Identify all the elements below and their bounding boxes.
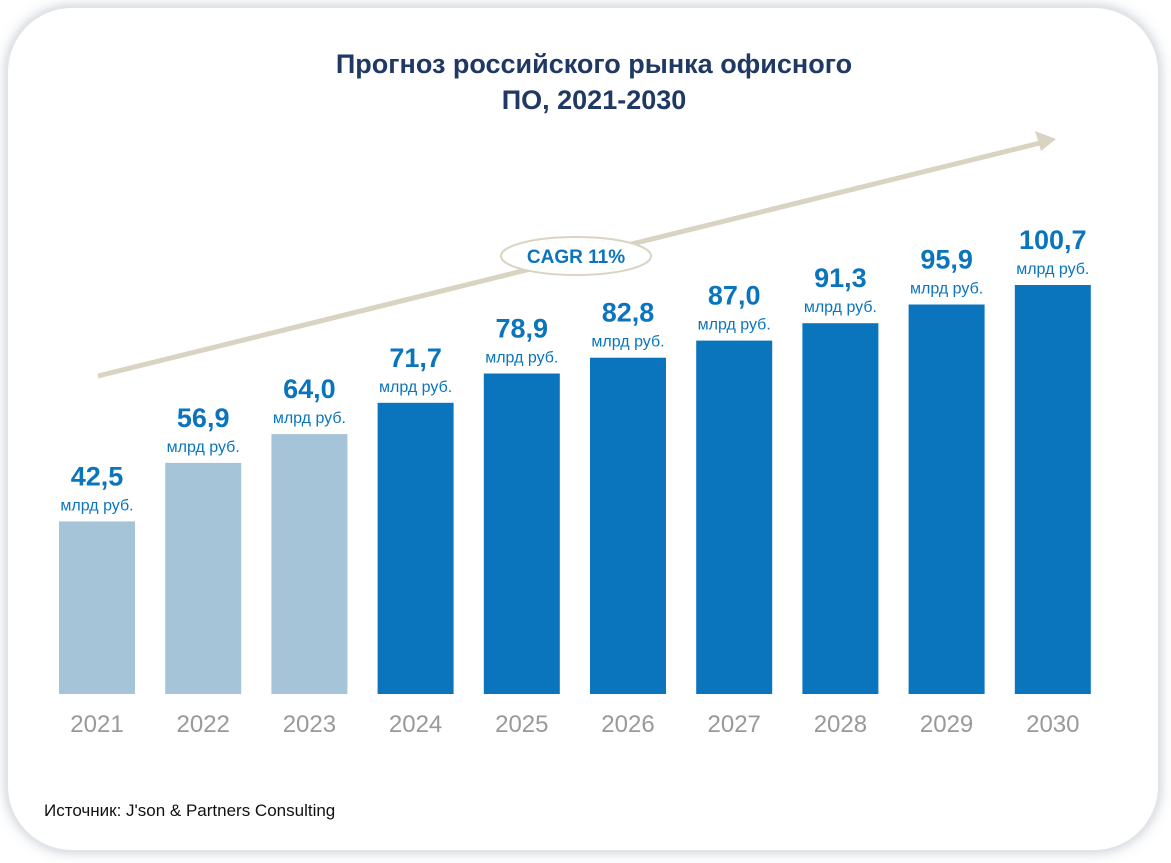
unit-label-2021: млрд руб. bbox=[60, 497, 133, 514]
value-label-2026: 82,8 bbox=[602, 298, 655, 328]
x-tick-2029: 2029 bbox=[920, 711, 973, 738]
unit-label-2022: млрд руб. bbox=[167, 439, 240, 456]
value-label-2024: 71,7 bbox=[389, 343, 442, 373]
x-tick-2025: 2025 bbox=[495, 711, 548, 738]
cagr-label: CAGR 11% bbox=[527, 247, 625, 268]
source-note: Источник: J'son & Partners Consulting bbox=[44, 801, 336, 820]
x-tick-2021: 2021 bbox=[70, 711, 123, 738]
bar-2025 bbox=[483, 373, 560, 694]
data-labels: 42,5 млрд руб. 56,9 млрд руб. 64,0 млрд руб. 7… bbox=[60, 225, 1089, 514]
bar-2022 bbox=[165, 462, 242, 694]
value-label-2021: 42,5 bbox=[71, 461, 124, 491]
unit-label-2027: млрд руб. bbox=[698, 317, 771, 334]
unit-label-2023: млрд руб. bbox=[273, 410, 346, 427]
unit-label-2030: млрд руб. bbox=[1016, 261, 1089, 278]
unit-label-2026: млрд руб. bbox=[591, 334, 664, 351]
value-label-2029: 95,9 bbox=[920, 245, 973, 275]
trend-arrowhead bbox=[1035, 131, 1056, 151]
value-label-2025: 78,9 bbox=[496, 314, 549, 344]
x-tick-2027: 2027 bbox=[708, 711, 761, 738]
cagr-badge bbox=[500, 236, 652, 276]
bar-2026 bbox=[590, 357, 666, 694]
bars bbox=[59, 285, 1091, 694]
bar-2021 bbox=[59, 521, 135, 694]
x-tick-2022: 2022 bbox=[177, 711, 230, 738]
bar-2027 bbox=[696, 340, 773, 694]
x-tick-2030: 2030 bbox=[1026, 711, 1079, 738]
value-label-2027: 87,0 bbox=[708, 281, 761, 311]
value-label-2023: 64,0 bbox=[283, 374, 336, 404]
value-label-2030: 100,7 bbox=[1019, 225, 1087, 255]
x-tick-2023: 2023 bbox=[283, 711, 336, 738]
cagr-annotation: CAGR 11% bbox=[500, 236, 652, 276]
bar-2028 bbox=[802, 323, 879, 694]
chart-title-line-2: ПО, 2021-2030 bbox=[501, 85, 687, 115]
unit-label-2028: млрд руб. bbox=[804, 299, 877, 316]
bar-2029 bbox=[908, 304, 985, 694]
unit-label-2024: млрд руб. bbox=[379, 379, 452, 396]
value-label-2022: 56,9 bbox=[177, 403, 230, 433]
unit-label-2029: млрд руб. bbox=[910, 281, 983, 298]
chart-title-line-1: Прогноз российского рынка офисного bbox=[335, 49, 853, 79]
x-tick-2026: 2026 bbox=[601, 711, 654, 738]
x-tick-2028: 2028 bbox=[814, 711, 867, 738]
value-label-2028: 91,3 bbox=[814, 263, 867, 293]
chart-title: Прогноз российского рынка офисного ПО, 2… bbox=[0, 46, 1171, 118]
x-axis-ticks: 2021 2022 2023 2024 2025 2026 2027 2028 2029 2030 bbox=[70, 711, 1079, 738]
bar-2030 bbox=[1014, 285, 1091, 694]
x-tick-2024: 2024 bbox=[389, 711, 442, 738]
bar-2023 bbox=[271, 434, 348, 694]
unit-label-2025: млрд руб. bbox=[485, 350, 558, 367]
bar-2024 bbox=[377, 402, 454, 694]
